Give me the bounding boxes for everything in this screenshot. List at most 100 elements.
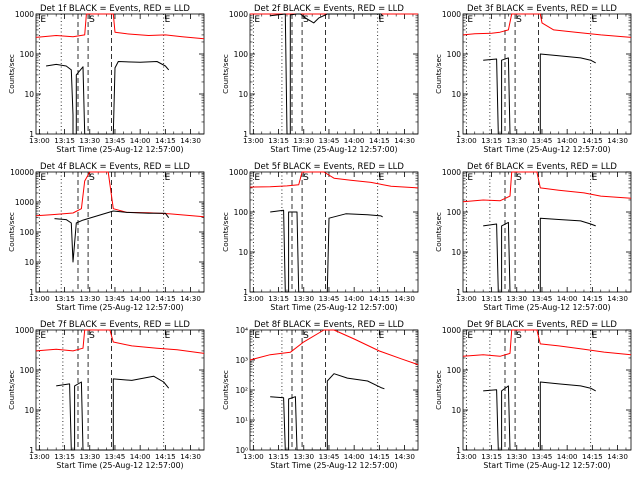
x-tick-label: 14:30	[394, 136, 415, 145]
x-tick-label: 13:45	[105, 294, 126, 303]
panel-title: Det 6f BLACK = Events, RED = LLD	[467, 162, 617, 172]
marker-label: E	[467, 173, 473, 183]
x-tick-label: 14:00	[130, 136, 151, 145]
x-tick-label: 13:30	[79, 294, 100, 303]
marker-label: S	[303, 173, 309, 183]
x-tick-label: 13:30	[293, 452, 314, 461]
series-line-lld	[249, 329, 419, 366]
series-line-lld	[35, 171, 205, 218]
marker-label: E	[592, 15, 598, 25]
y-tick-label: 100	[234, 208, 249, 217]
y-tick-label: 1	[243, 130, 248, 139]
marker-label: E	[165, 331, 171, 341]
x-tick-label: 14:15	[155, 136, 176, 145]
series-line-events	[56, 375, 170, 451]
x-axis-label: Start Time (25-Aug-12 12:57:00)	[483, 461, 610, 470]
panel-title: Det 1f BLACK = Events, RED = LLD	[40, 4, 190, 14]
x-tick-label: 14:00	[344, 294, 365, 303]
marker-label: S	[89, 15, 95, 25]
marker-label: S	[89, 173, 95, 183]
x-tick-label: 14:30	[607, 136, 628, 145]
y-axis-label: Counts/sec	[221, 370, 230, 410]
x-tick-label: 13:15	[481, 294, 502, 303]
series-line-events	[270, 209, 383, 293]
series-line-events	[483, 217, 596, 293]
x-tick-label: 14:30	[180, 452, 201, 461]
x-tick-label: 14:15	[369, 136, 390, 145]
x-tick-label: 13:45	[319, 452, 340, 461]
x-tick-label: 13:00	[456, 136, 477, 145]
x-tick-label: 13:15	[54, 136, 75, 145]
x-axis-label: Start Time (25-Aug-12 12:57:00)	[56, 145, 183, 154]
y-axis-label: Counts/sec	[434, 54, 443, 94]
x-tick-label: 13:00	[243, 136, 264, 145]
x-tick-label: 13:45	[319, 294, 340, 303]
marker-label: E	[592, 331, 598, 341]
panel-det-1: Det 1f BLACK = Events, RED = LLD 1 10 100 10…	[7, 4, 205, 154]
y-tick-label: 1	[29, 446, 34, 455]
x-tick-label: 14:15	[155, 452, 176, 461]
x-axis-label: Start Time (25-Aug-12 12:57:00)	[270, 145, 397, 154]
panel-det-6: Det 6f BLACK = Events, RED = LLD 1 10 100 10…	[434, 162, 632, 312]
y-tick-label: 10000	[10, 168, 34, 177]
x-tick-label: 13:15	[481, 452, 502, 461]
series-line-lld	[249, 171, 419, 189]
y-tick-label: 1	[456, 446, 461, 455]
series-line-lld	[462, 13, 632, 38]
y-tick-label: 1000	[15, 198, 34, 207]
marker-label: E	[379, 15, 385, 25]
marker-label: E	[592, 173, 598, 183]
x-tick-label: 13:45	[532, 136, 553, 145]
y-tick-label: 10	[24, 406, 34, 415]
x-axis-label: Start Time (25-Aug-12 12:57:00)	[270, 461, 397, 470]
x-tick-label: 13:30	[506, 136, 527, 145]
series-line-lld	[35, 329, 205, 354]
y-axis-label: Counts/sec	[7, 54, 16, 94]
marker-label: E	[467, 331, 473, 341]
x-tick-label: 13:30	[79, 452, 100, 461]
series-line-events	[483, 381, 596, 451]
x-tick-label: 14:00	[557, 136, 578, 145]
plot-frame	[249, 171, 419, 293]
plot-frame	[462, 13, 632, 135]
series-line-lld	[462, 329, 632, 357]
y-tick-label: 10	[238, 248, 248, 257]
x-axis-label: Start Time (25-Aug-12 12:57:00)	[56, 461, 183, 470]
marker-label: S	[303, 15, 309, 25]
x-tick-label: 14:15	[582, 294, 603, 303]
panel-title: Det 4f BLACK = Events, RED = LLD	[40, 162, 190, 172]
x-tick-label: 13:00	[29, 294, 50, 303]
marker-label: S	[303, 331, 309, 341]
y-axis-label: Counts/sec	[434, 370, 443, 410]
panel-title: Det 9f BLACK = Events, RED = LLD	[467, 320, 617, 330]
x-tick-label: 13:30	[506, 294, 527, 303]
y-tick-label: 10	[24, 90, 34, 99]
x-tick-label: 13:15	[481, 136, 502, 145]
panel-det-5: Det 5f BLACK = Events, RED = LLD 1 10 100 10…	[221, 162, 419, 312]
y-tick-label: 10	[451, 248, 461, 257]
x-tick-label: 14:30	[180, 294, 201, 303]
marker-label: S	[516, 173, 522, 183]
x-tick-label: 13:45	[105, 452, 126, 461]
plot-frame	[249, 13, 419, 135]
x-tick-label: 13:00	[29, 136, 50, 145]
y-tick-label: 1	[243, 288, 248, 297]
series-line-events	[483, 53, 596, 135]
y-tick-label: 10	[24, 258, 34, 267]
y-tick-label: 1000	[442, 10, 461, 19]
panel-det-8: Det 8f BLACK = Events, RED = LLD 10⁰ 10¹ 10…	[221, 320, 419, 470]
x-tick-label: 13:00	[456, 452, 477, 461]
y-tick-label: 1	[29, 288, 34, 297]
x-tick-label: 14:00	[344, 136, 365, 145]
x-axis-label: Start Time (25-Aug-12 12:57:00)	[56, 303, 183, 312]
x-tick-label: 13:15	[268, 136, 289, 145]
plot-frame	[462, 171, 632, 293]
plot-frame	[35, 329, 205, 451]
y-tick-label: 1000	[15, 10, 34, 19]
series-line-lld	[35, 13, 205, 40]
series-line-events	[270, 13, 384, 135]
y-tick-label: 10³	[235, 356, 248, 365]
x-tick-label: 13:00	[243, 452, 264, 461]
marker-label: E	[467, 15, 473, 25]
y-axis-label: Counts/sec	[434, 212, 443, 252]
